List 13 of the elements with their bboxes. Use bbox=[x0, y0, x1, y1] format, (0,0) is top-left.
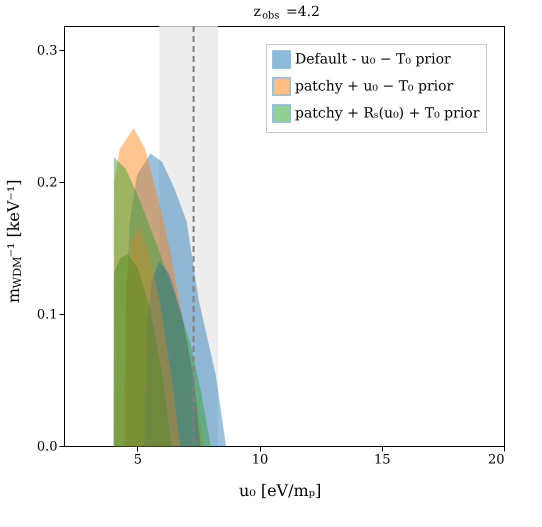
x-tick-label: 15 bbox=[374, 452, 391, 468]
legend-label: patchy + Rₛ(u₀) + T₀ prior bbox=[295, 106, 480, 122]
y-axis-title: mWDM⁻¹ [keV⁻¹] bbox=[4, 179, 24, 304]
y-tick-label: 0.3 bbox=[36, 43, 58, 58]
x-tick-label: 10 bbox=[252, 452, 268, 468]
legend-label: Default - u₀ − T₀ prior bbox=[295, 52, 452, 68]
x-axis-title: u₀ [eV/mₚ] bbox=[239, 481, 322, 500]
legend-label: patchy + u₀ − T₀ prior bbox=[295, 78, 454, 94]
y-tick-label: 0.1 bbox=[36, 307, 58, 322]
y-tick-label: 0.2 bbox=[36, 175, 58, 190]
x-tick-label: 20 bbox=[488, 452, 504, 468]
x-tick-label: 5 bbox=[134, 452, 142, 468]
y-tick-label: 0.0 bbox=[36, 440, 58, 454]
